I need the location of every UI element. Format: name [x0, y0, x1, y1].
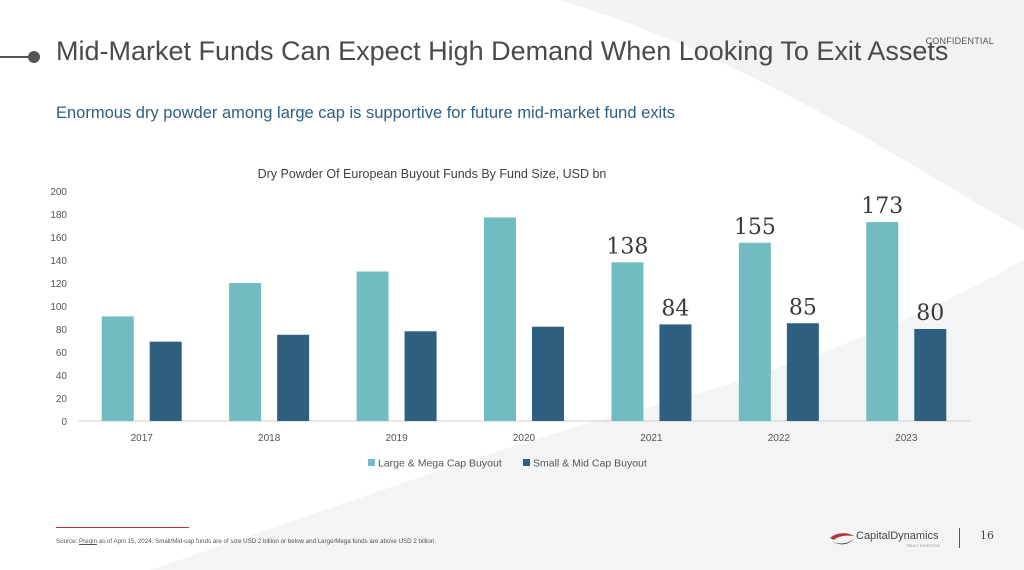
footer-separator: [959, 528, 960, 548]
y-tick-label: 200: [50, 187, 67, 198]
bar-small-mid-cap: [404, 331, 437, 421]
y-tick-label: 180: [50, 210, 67, 221]
bar-small-mid-cap: [914, 329, 947, 421]
bar-large-mega-cap: [484, 217, 516, 421]
y-tick-label: 120: [50, 279, 67, 290]
data-label: 173: [861, 194, 903, 219]
y-tick-label: 100: [50, 302, 67, 313]
title-accent-line: [0, 56, 30, 58]
bar-large-mega-cap: [356, 271, 389, 421]
bar-large-mega-cap: [229, 283, 262, 421]
logo-wordmark: CapitalDynamics: [856, 530, 939, 542]
bar-large-mega-cap: [738, 242, 771, 421]
logo-tagline: TRULY INVESTED: [906, 544, 940, 548]
confidential-label: CONFIDENTIAL: [925, 36, 994, 46]
bar-large-mega-cap: [866, 222, 899, 421]
data-label: 84: [661, 296, 689, 321]
bar-small-mid-cap: [277, 334, 310, 421]
y-tick-label: 20: [56, 394, 68, 405]
data-label: 155: [734, 215, 776, 240]
dry-powder-bar-chart: Dry Powder Of European Buyout Funds By F…: [50, 167, 970, 470]
data-label: 85: [789, 295, 817, 320]
y-tick-label: 80: [56, 325, 68, 336]
source-link[interactable]: Preqin: [79, 538, 97, 545]
bar-large-mega-cap: [101, 316, 134, 421]
bar-small-mid-cap: [659, 324, 692, 421]
title-accent-dot: [28, 51, 40, 63]
chart-title: Dry Powder Of European Buyout Funds By F…: [258, 167, 607, 181]
bar-large-mega-cap: [611, 262, 644, 421]
y-tick-label: 160: [50, 233, 67, 244]
source-rest: as of April 15, 2024. Small/Mid-cap fund…: [96, 538, 437, 545]
y-tick-label: 60: [56, 348, 68, 359]
x-tick-label: 2023: [895, 433, 918, 444]
bar-small-mid-cap: [149, 341, 182, 421]
source-prefix: Source:: [56, 538, 80, 545]
legend-label: Large & Mega Cap Buyout: [378, 458, 502, 470]
x-tick-label: 2018: [258, 433, 281, 444]
x-tick-label: 2021: [640, 433, 663, 444]
footer-rule: [56, 527, 189, 528]
legend-label: Small & Mid Cap Buyout: [533, 458, 647, 470]
page-number: 16: [980, 529, 994, 542]
x-tick-label: 2017: [131, 433, 154, 444]
data-label: 80: [916, 301, 944, 326]
legend-swatch-small: [523, 459, 530, 466]
source-note: Source: Preqin as of April 15, 2024. Sma…: [56, 538, 436, 545]
page-title: Mid-Market Funds Can Expect High Demand …: [56, 36, 949, 66]
y-tick-label: 40: [56, 371, 68, 382]
page-subtitle: Enormous dry powder among large cap is s…: [56, 104, 676, 122]
y-tick-label: 0: [61, 417, 67, 428]
x-tick-label: 2019: [385, 433, 408, 444]
bar-small-mid-cap: [786, 323, 819, 421]
x-tick-label: 2020: [513, 433, 536, 444]
x-tick-label: 2022: [768, 433, 791, 444]
capital-dynamics-logo-mark: [830, 533, 854, 545]
bar-small-mid-cap: [532, 326, 564, 421]
y-tick-label: 140: [50, 256, 67, 267]
data-label: 138: [606, 234, 648, 259]
legend-swatch-large: [368, 459, 375, 466]
